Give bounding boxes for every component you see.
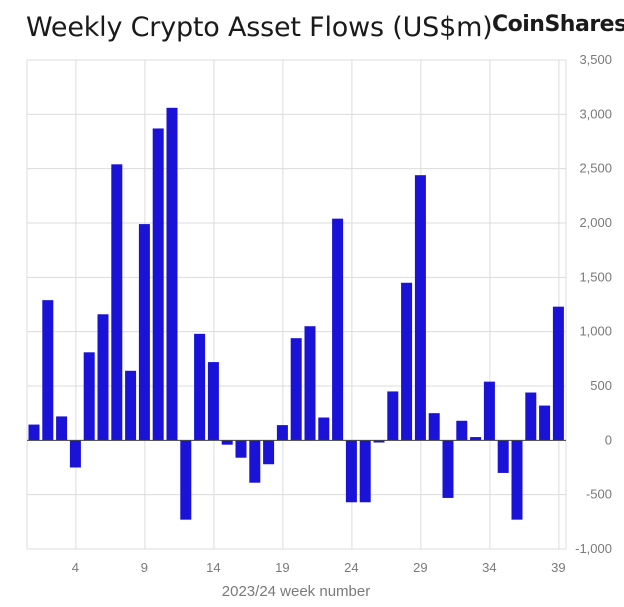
y-tick-label: 2,500	[579, 161, 612, 176]
bar-week-25	[359, 440, 371, 503]
bar-week-39	[552, 306, 564, 441]
x-tick-label: 14	[206, 560, 220, 575]
y-tick-label: 3,500	[579, 52, 612, 67]
bar-week-27	[387, 391, 399, 441]
x-axis-ticks: 4 9 14 19 24 29 34 39	[72, 560, 566, 575]
bar-week-2	[42, 300, 54, 441]
bar-week-8	[125, 370, 137, 441]
bar-week-18	[263, 440, 275, 465]
bar-week-17	[249, 440, 261, 483]
bar-week-36	[511, 440, 523, 520]
bar-week-32	[456, 420, 468, 441]
bar-week-14	[207, 362, 219, 441]
y-tick-label: -500	[586, 487, 612, 502]
bar-week-9	[138, 224, 150, 441]
bar-week-28	[401, 282, 413, 441]
y-tick-label: 0	[605, 432, 612, 447]
x-tick-label: 34	[482, 560, 496, 575]
bar-week-15	[221, 440, 233, 445]
bars	[28, 107, 564, 520]
y-tick-label: 1,000	[579, 324, 612, 339]
bar-week-7	[111, 164, 123, 441]
bar-week-21	[304, 326, 316, 441]
x-tick-label: 29	[413, 560, 427, 575]
x-axis-label: 2023/24 week number	[222, 583, 370, 600]
bar-week-38	[539, 405, 551, 441]
bar-week-19	[276, 425, 288, 441]
x-tick-label: 19	[275, 560, 289, 575]
x-tick-label: 24	[344, 560, 358, 575]
bar-week-31	[442, 440, 454, 498]
bar-week-22	[318, 417, 330, 441]
y-tick-label: 1,500	[579, 269, 612, 284]
x-tick-label: 4	[72, 560, 79, 575]
bar-week-34	[483, 381, 495, 441]
x-tick-label: 9	[141, 560, 148, 575]
bar-week-12	[180, 440, 192, 520]
bar-week-20	[290, 338, 302, 441]
bar-week-16	[235, 440, 247, 458]
bar-week-4	[69, 440, 81, 468]
bar-week-35	[497, 440, 509, 473]
bar-week-1	[28, 424, 40, 441]
y-tick-label: -1,000	[575, 541, 612, 556]
bar-week-10	[152, 128, 164, 441]
grid-lines	[26, 59, 567, 550]
bar-week-11	[166, 107, 178, 441]
bar-week-37	[525, 392, 537, 441]
bar-week-23	[332, 218, 344, 441]
x-tick-label: 39	[551, 560, 565, 575]
bar-week-6	[97, 314, 109, 441]
y-axis-ticks: -1,000 -500 0 500 1,000 1,500 2,000 2,500 3,000 3…	[575, 52, 612, 556]
coinshares-logo: CoinShares	[492, 12, 624, 37]
chart-title: Weekly Crypto Asset Flows (US$m)	[26, 12, 493, 43]
bar-week-5	[83, 352, 95, 441]
bar-week-30	[428, 413, 440, 441]
y-tick-label: 500	[590, 378, 612, 393]
bar-week-26	[373, 440, 385, 443]
bar-week-24	[345, 440, 357, 503]
y-tick-label: 3,000	[579, 106, 612, 121]
bar-week-13	[194, 333, 206, 441]
bar-week-33	[470, 437, 482, 441]
bar-week-29	[414, 175, 426, 441]
bar-week-3	[56, 416, 68, 441]
y-tick-label: 2,000	[579, 215, 612, 230]
